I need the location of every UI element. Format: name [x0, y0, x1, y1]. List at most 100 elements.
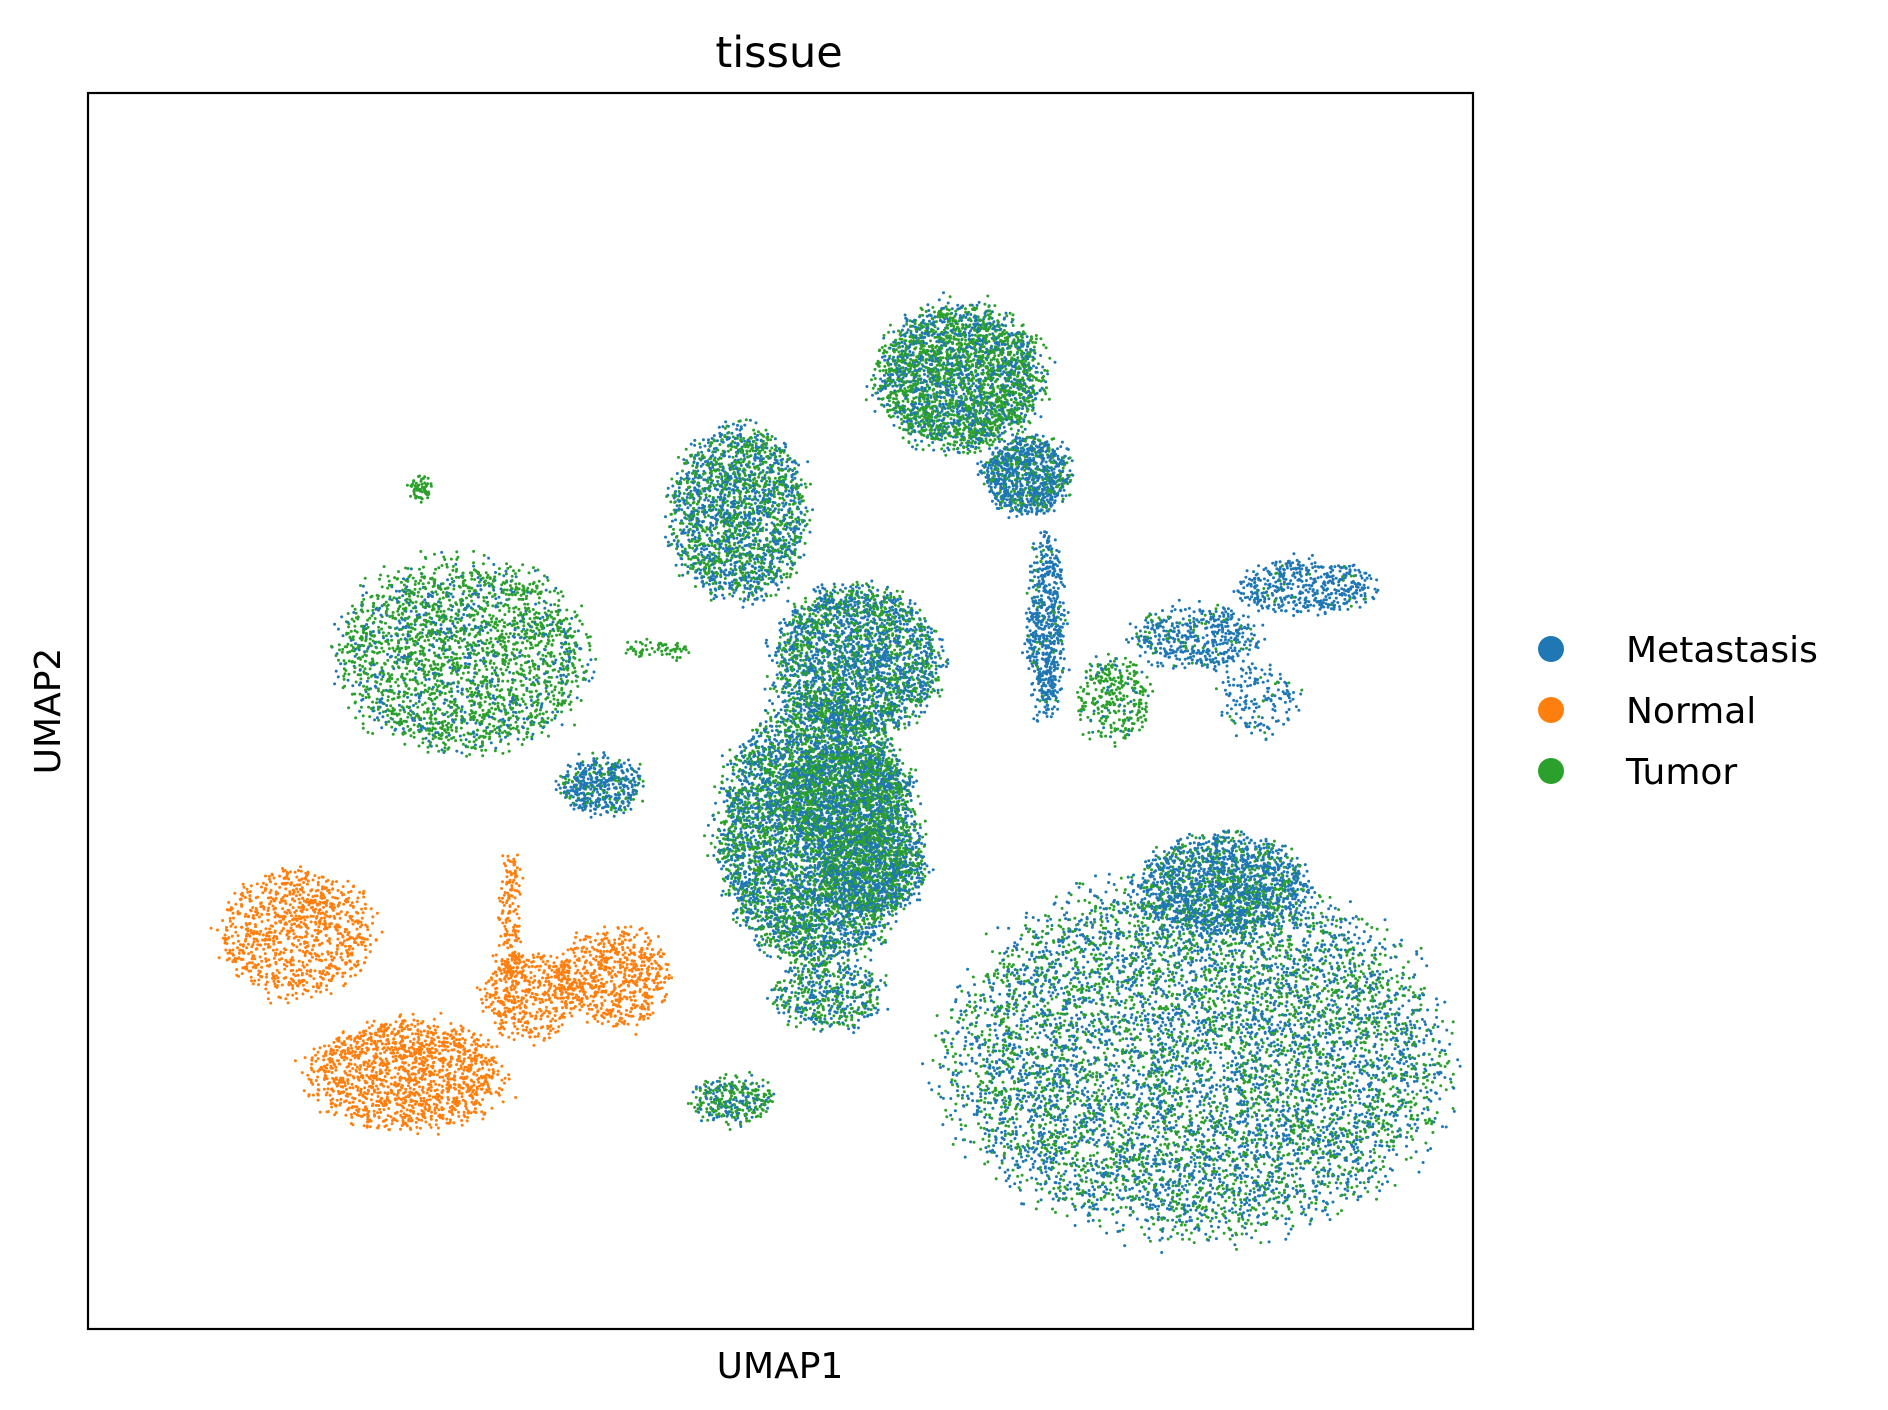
data-point — [536, 698, 540, 702]
data-point — [650, 1001, 654, 1005]
data-point — [277, 971, 281, 975]
data-point — [433, 1069, 437, 1073]
data-point — [259, 885, 263, 889]
data-point — [585, 1012, 589, 1016]
data-point — [324, 958, 328, 962]
data-point — [555, 956, 559, 960]
data-point — [903, 313, 907, 317]
data-point — [309, 995, 313, 999]
data-point — [811, 508, 814, 512]
data-point — [950, 307, 954, 311]
data-point — [1007, 962, 1011, 966]
data-point — [903, 722, 906, 726]
data-point — [1109, 730, 1113, 734]
data-point — [1180, 925, 1184, 929]
data-point — [1064, 1114, 1068, 1118]
data-point — [1409, 1023, 1413, 1027]
data-point — [1174, 1064, 1177, 1068]
data-point — [1311, 916, 1315, 920]
data-point — [376, 1111, 379, 1115]
data-point — [1241, 1025, 1245, 1029]
data-point — [1004, 1044, 1008, 1048]
data-point — [729, 872, 733, 875]
data-point — [1336, 1145, 1340, 1149]
data-point — [1128, 921, 1131, 925]
data-point — [501, 679, 505, 683]
data-point — [1196, 949, 1200, 953]
data-point — [818, 991, 822, 995]
data-point — [296, 973, 300, 977]
data-point — [1341, 1055, 1345, 1059]
data-point — [906, 328, 910, 332]
data-point — [962, 450, 965, 454]
data-point — [389, 1115, 393, 1119]
data-point — [1183, 608, 1187, 611]
data-point — [1033, 960, 1037, 964]
data-point — [1075, 1024, 1079, 1027]
data-point — [440, 550, 444, 554]
data-point — [1279, 677, 1283, 681]
data-point — [742, 918, 745, 922]
data-point — [544, 689, 548, 693]
data-point — [923, 617, 927, 620]
data-point — [419, 1099, 423, 1103]
data-point — [299, 942, 302, 946]
data-point — [1016, 1174, 1020, 1178]
data-point — [460, 1123, 464, 1127]
data-point — [927, 870, 931, 874]
data-point — [516, 999, 520, 1003]
data-point — [1181, 1125, 1185, 1129]
data-point — [1255, 965, 1259, 969]
data-point — [1271, 561, 1275, 565]
data-point — [1213, 1050, 1217, 1054]
data-point — [499, 667, 503, 671]
data-point — [1374, 1171, 1378, 1175]
data-point — [1237, 640, 1241, 644]
data-point — [722, 800, 726, 804]
data-point — [486, 1042, 490, 1046]
data-point — [977, 1122, 980, 1126]
data-point — [721, 425, 725, 429]
data-point — [1130, 998, 1134, 1002]
data-point — [1067, 1141, 1070, 1144]
data-point — [1090, 1181, 1094, 1185]
data-point — [789, 961, 793, 965]
data-point — [396, 665, 400, 669]
data-point — [735, 427, 739, 431]
data-point — [494, 746, 498, 750]
data-point — [228, 916, 232, 920]
data-point — [1351, 1160, 1355, 1164]
data-point — [1300, 1151, 1304, 1155]
data-point — [1011, 949, 1015, 952]
data-point — [1156, 880, 1159, 884]
data-point — [1172, 1055, 1175, 1059]
data-point — [898, 619, 902, 623]
data-point — [923, 372, 926, 376]
data-point — [1285, 856, 1289, 859]
data-point — [709, 500, 713, 504]
data-point — [891, 913, 894, 917]
chart-title: tissue — [715, 28, 842, 78]
data-point — [798, 850, 802, 854]
data-point — [351, 1096, 354, 1100]
data-point — [633, 935, 636, 939]
data-point — [1291, 1083, 1295, 1087]
data-point — [1168, 1085, 1172, 1089]
data-point — [1109, 1102, 1113, 1106]
data-point — [1248, 648, 1251, 652]
data-point — [1140, 983, 1143, 987]
data-point — [596, 979, 600, 982]
data-point — [364, 696, 368, 699]
data-point — [689, 442, 693, 446]
data-point — [290, 914, 293, 918]
data-point — [1155, 1208, 1159, 1211]
data-point — [1037, 918, 1040, 922]
data-point — [736, 896, 739, 900]
data-point — [1033, 575, 1037, 579]
data-point — [1205, 1116, 1209, 1120]
data-point — [971, 1099, 975, 1103]
data-point — [632, 994, 636, 998]
data-point — [768, 699, 772, 703]
data-point — [1254, 706, 1258, 710]
data-point — [786, 464, 790, 468]
